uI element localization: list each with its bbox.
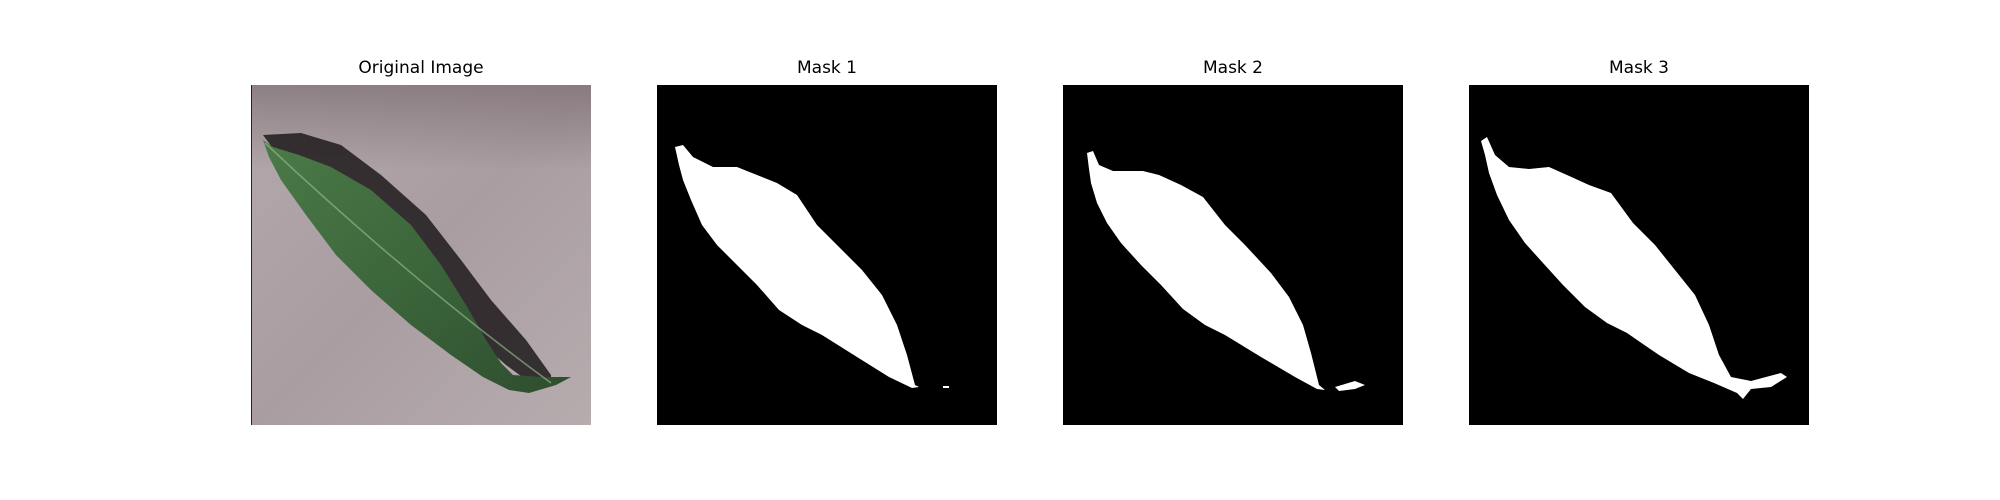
leaf xyxy=(263,140,571,393)
mask-tip xyxy=(1335,381,1365,391)
mask-2-image xyxy=(1063,85,1403,425)
mask-1-panel: Mask 1 xyxy=(657,50,997,425)
panel-title: Mask 1 xyxy=(796,58,857,78)
mask-region xyxy=(1481,137,1787,399)
mask-speck xyxy=(943,386,949,388)
leaf-photo xyxy=(251,85,591,425)
mask-1-image xyxy=(657,85,997,425)
panel-title: Mask 2 xyxy=(1202,58,1263,78)
original-image-panel: Original Image xyxy=(251,50,591,425)
mask-region xyxy=(675,145,919,388)
panel-title: Original Image xyxy=(358,58,484,78)
mask-region xyxy=(1087,151,1325,390)
leaf-midrib xyxy=(264,142,552,384)
panel-title: Mask 3 xyxy=(1608,58,1669,78)
mask-3-panel: Mask 3 xyxy=(1469,50,1809,425)
mask-3-image xyxy=(1469,85,1809,425)
mask-2-panel: Mask 2 xyxy=(1063,50,1403,425)
